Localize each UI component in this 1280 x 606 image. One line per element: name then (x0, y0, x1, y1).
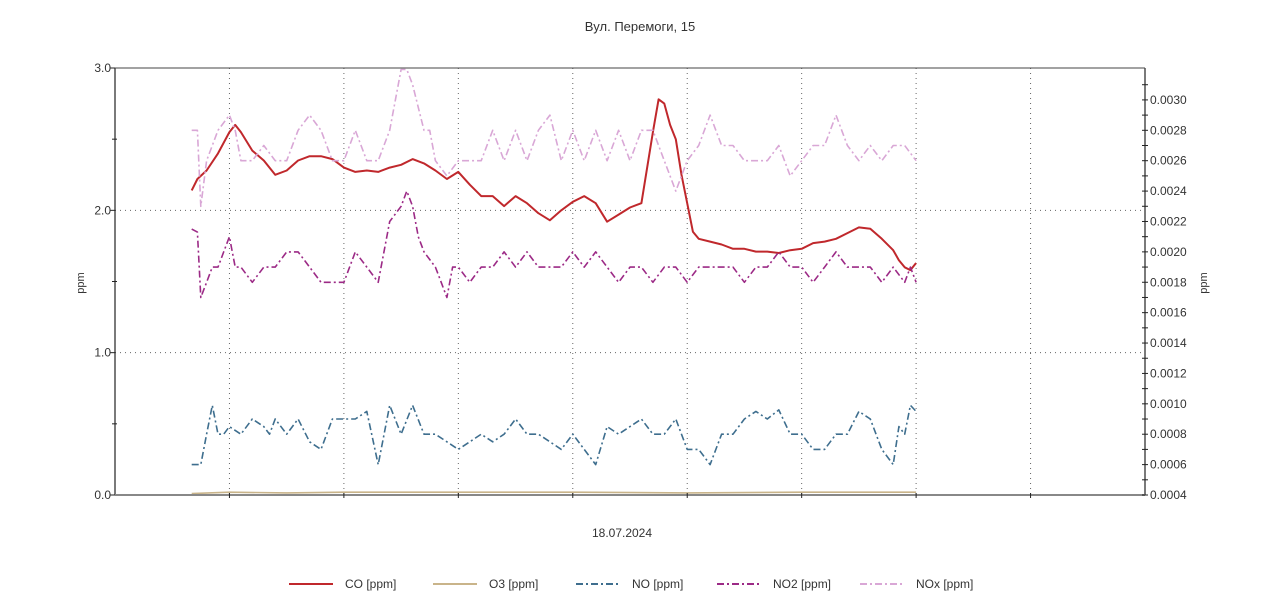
left-y-axis-title: ppm (75, 272, 87, 293)
legend-label: NO2 [ppm] (773, 577, 832, 591)
right-y-tick-label: 0.0004 (1150, 488, 1187, 502)
legend-item: O3 [ppm] (433, 577, 538, 591)
right-y-tick-label: 0.0008 (1150, 427, 1187, 441)
chart-title: Вул. Перемоги, 15 (585, 19, 695, 34)
right-y-tick-label: 0.0022 (1150, 214, 1187, 228)
right-y-tick-label: 0.0010 (1150, 397, 1187, 411)
legend: CO [ppm] O3 [ppm] NO [ppm] NO2 [ppm] NOx [pp… (0, 577, 1280, 597)
gridlines (115, 68, 1145, 495)
right-y-tick-label: 0.0026 (1150, 154, 1187, 168)
right-y-tick-label: 0.0012 (1150, 366, 1187, 380)
legend-swatch (576, 583, 620, 585)
left-y-tick-label: 3.0 (94, 61, 111, 75)
legend-swatch (860, 583, 904, 585)
series-line-no2 (191, 190, 917, 299)
legend-label: CO [ppm] (345, 577, 397, 591)
series-group (190, 68, 917, 495)
legend-swatch (717, 583, 761, 585)
series-line-o3 (191, 491, 917, 495)
series-line-co (190, 98, 917, 272)
left-y-tick-label: 2.0 (94, 203, 111, 217)
right-y-tick-label: 0.0028 (1150, 123, 1187, 137)
legend-label: NO [ppm] (632, 577, 684, 591)
right-y-tick-label: 0.0006 (1150, 458, 1187, 472)
series-line-nox (191, 68, 917, 208)
series-line-no (191, 404, 917, 466)
right-y-tick-label: 0.0030 (1150, 93, 1187, 107)
legend-label: O3 [ppm] (489, 577, 539, 591)
legend-label: NOx [ppm] (916, 577, 974, 591)
right-y-tick-label: 0.0018 (1150, 275, 1187, 289)
right-y-tick-label: 0.0020 (1150, 245, 1187, 259)
legend-swatch (289, 583, 333, 585)
legend-item: CO [ppm] (289, 577, 396, 591)
right-y-tick-label: 0.0024 (1150, 184, 1187, 198)
right-y-tick-label: 0.0014 (1150, 336, 1187, 350)
legend-item: NOx [ppm] (860, 577, 973, 591)
left-y-tick-label: 0.0 (94, 488, 111, 502)
left-y-tick-label: 1.0 (94, 346, 111, 360)
right-y-tick-label: 0.0016 (1150, 306, 1187, 320)
legend-item: NO2 [ppm] (717, 577, 831, 591)
legend-item: NO [ppm] (576, 577, 683, 591)
x-axis-title: 18.07.2024 (592, 526, 652, 540)
axes: 0.0 1.0 2.0 3.0 0.0004 0.0006 0.0008 0.0010 0.00… (94, 61, 1187, 502)
legend-swatch (433, 583, 477, 585)
right-y-axis-title: ppm (1198, 272, 1210, 293)
